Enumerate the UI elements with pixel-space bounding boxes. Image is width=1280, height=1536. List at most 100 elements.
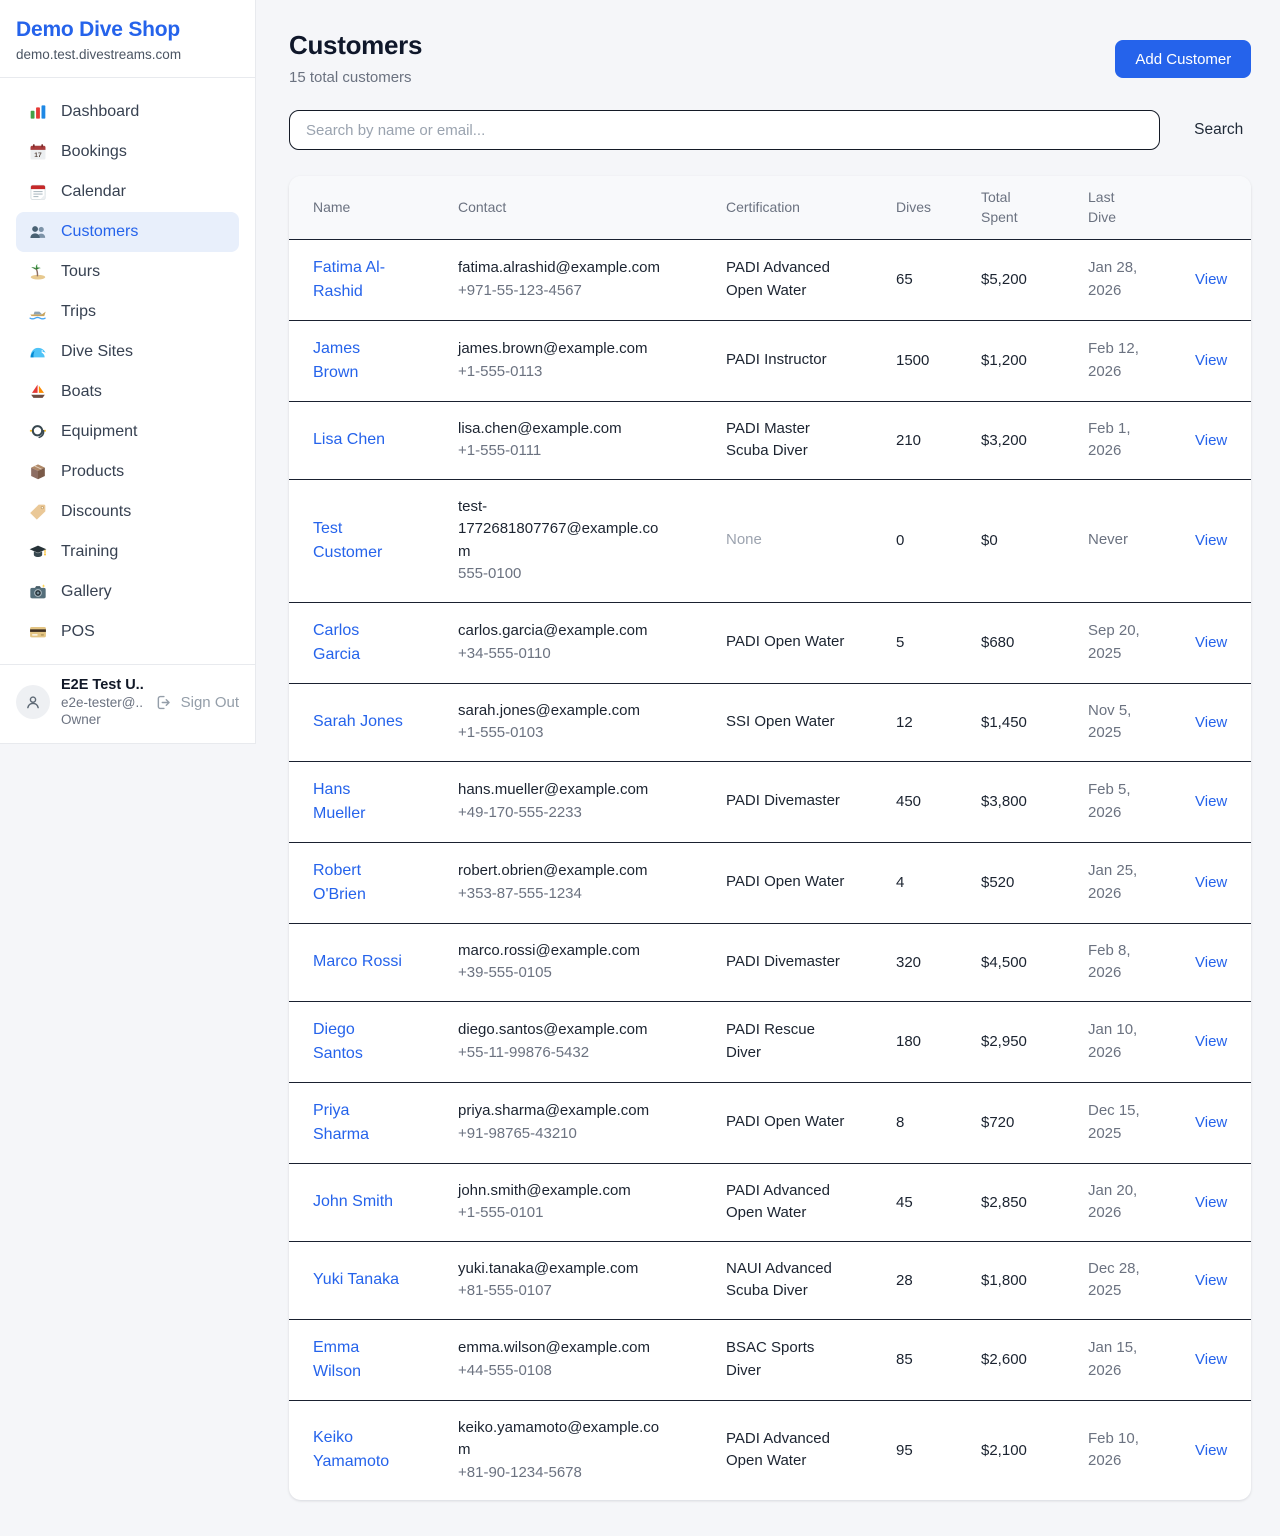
customer-total-spent: $520 [981,874,1015,892]
view-link[interactable]: View [1195,793,1228,811]
table-row: Carlos Garcia carlos.garcia@example.com +3… [289,601,1252,683]
customer-email: hans.mueller@example.com [458,781,649,799]
user-footer: E2E Test U... e2e-tester@... Owner Sign … [0,664,255,743]
view-link[interactable]: View [1195,1033,1228,1051]
column-header-dives: Dives [896,199,932,216]
customer-name-link[interactable]: Emma Wilson [313,1338,362,1380]
customer-name-link[interactable]: John Smith [313,1193,394,1211]
customer-name-link[interactable]: Robert O'Brien [313,861,366,903]
sidebar-item-label: Gallery [61,583,112,600]
customer-phone: +353-87-555-1234 [458,884,582,902]
view-link[interactable]: View [1195,1271,1228,1289]
customer-name-cell: Carlos Garcia [313,619,458,667]
customer-certification: PADI Advanced Open Water [726,1181,830,1222]
sign-out-button[interactable]: Sign Out [154,693,239,712]
sidebar-item-bookings[interactable]: Bookings [16,132,239,172]
pos-icon [28,622,48,642]
customer-name-link[interactable]: James Brown [313,339,361,381]
customer-name-link[interactable]: Yuki Tanaka [313,1271,399,1289]
table-row: Sarah Jones sarah.jones@example.com +1-555… [289,682,1252,761]
customer-name-cell: Yuki Tanaka [313,1268,458,1292]
sidebar-item-gallery[interactable]: Gallery [16,572,239,612]
view-link[interactable]: View [1195,1441,1228,1459]
sidebar-item-dive-sites[interactable]: Dive Sites [16,332,239,372]
customer-name-link[interactable]: Lisa Chen [313,431,386,449]
customer-dives: 95 [896,1441,913,1459]
customer-name-link[interactable]: Carlos Garcia [313,621,361,663]
sidebar-item-label: Dashboard [61,103,140,120]
customer-contact-cell: emma.wilson@example.com +44-555-0108 [458,1337,673,1382]
sidebar-item-customers[interactable]: Customers [16,212,239,252]
customer-dives: 0 [896,532,905,550]
customer-name-cell: Diego Santos [313,1018,458,1066]
tours-icon [28,262,48,282]
sidebar-item-label: Bookings [61,143,127,160]
sidebar-item-products[interactable]: Products [16,452,239,492]
sidebar-item-equipment[interactable]: Equipment [16,412,239,452]
view-link[interactable]: View [1195,431,1228,449]
customer-last-dive: Feb 10, 2026 [1088,1429,1139,1470]
sidebar: Demo Dive Shop demo.test.divestreams.com… [0,0,256,744]
customer-name-link[interactable]: Marco Rossi [313,953,402,971]
customer-total-spent: $680 [981,634,1015,652]
customer-contact-cell: fatima.alrashid@example.com +971-55-123-4… [458,257,673,302]
customer-last-dive: Sep 20, 2025 [1088,622,1140,662]
view-link[interactable]: View [1195,1193,1228,1211]
customer-certification: PADI Rescue Diver [726,1021,815,1061]
view-link[interactable]: View [1195,713,1228,731]
view-link[interactable]: View [1195,953,1228,971]
sidebar-item-training[interactable]: Training [16,532,239,572]
customer-contact-cell: james.brown@example.com +1-555-0113 [458,338,673,383]
customer-email: marco.rossi@example.com [458,941,640,959]
view-link[interactable]: View [1195,1351,1228,1369]
view-link[interactable]: View [1195,271,1228,289]
sidebar-item-dashboard[interactable]: Dashboard [16,92,239,132]
table-row: Test Customer test-1772681807767@example.… [289,478,1252,602]
customer-name-link[interactable]: Priya Sharma [313,1101,370,1143]
customer-name-cell: Hans Mueller [313,778,458,826]
sidebar-item-discounts[interactable]: Discounts [16,492,239,532]
view-link[interactable]: View [1195,634,1228,652]
view-link[interactable]: View [1195,1114,1228,1132]
customer-dives: 8 [896,1114,905,1132]
customer-phone: +91-98765-43210 [458,1124,577,1142]
customer-name-cell: Fatima Al-Rashid [313,256,458,304]
customer-name-cell: Marco Rossi [313,950,458,974]
sidebar-item-boats[interactable]: Boats [16,372,239,412]
view-link[interactable]: View [1195,532,1228,550]
customer-phone: +39-555-0105 [458,964,552,982]
customer-dives: 450 [896,793,922,811]
search-input[interactable] [289,110,1161,150]
customer-email: keiko.yamamoto@example.com [458,1418,660,1459]
customer-actions-cell: View [1195,352,1227,369]
customer-name-link[interactable]: Diego Santos [313,1020,363,1062]
dive-sites-icon [28,342,48,362]
sidebar-item-calendar[interactable]: Calendar [16,172,239,212]
customer-name-link[interactable]: Test Customer [313,519,383,561]
customer-name-link[interactable]: Sarah Jones [313,713,403,731]
table-row: Emma Wilson emma.wilson@example.com +44-55… [289,1318,1252,1400]
customer-dives: 180 [896,1033,922,1051]
products-icon [28,462,48,482]
search-button[interactable]: Search [1186,117,1251,143]
brand-domain: demo.test.divestreams.com [16,47,182,62]
bookings-icon [28,142,48,162]
column-header-contact: Contact [458,199,507,216]
customer-certification: PADI Open Water [726,1113,845,1131]
view-link[interactable]: View [1195,874,1228,892]
sidebar-item-trips[interactable]: Trips [16,292,239,332]
customer-name-link[interactable]: Keiko Yamamoto [313,1429,390,1471]
sidebar-item-pos[interactable]: POS [16,612,239,652]
page-title: Customers [289,30,423,60]
customer-total-spent: $720 [981,1114,1015,1132]
add-customer-button[interactable]: Add Customer [1115,40,1252,78]
customer-dives: 1500 [896,352,930,370]
customer-name-link[interactable]: Hans Mueller [313,780,366,822]
customer-last-dive: Feb 5, 2026 [1088,781,1131,821]
customer-name-link[interactable]: Fatima Al-Rashid [313,258,386,300]
sidebar-item-label: Boats [61,383,102,400]
sidebar-item-tours[interactable]: Tours [16,252,239,292]
view-link[interactable]: View [1195,352,1228,370]
customer-name-cell: Lisa Chen [313,428,458,452]
sidebar-item-label: POS [61,623,95,640]
